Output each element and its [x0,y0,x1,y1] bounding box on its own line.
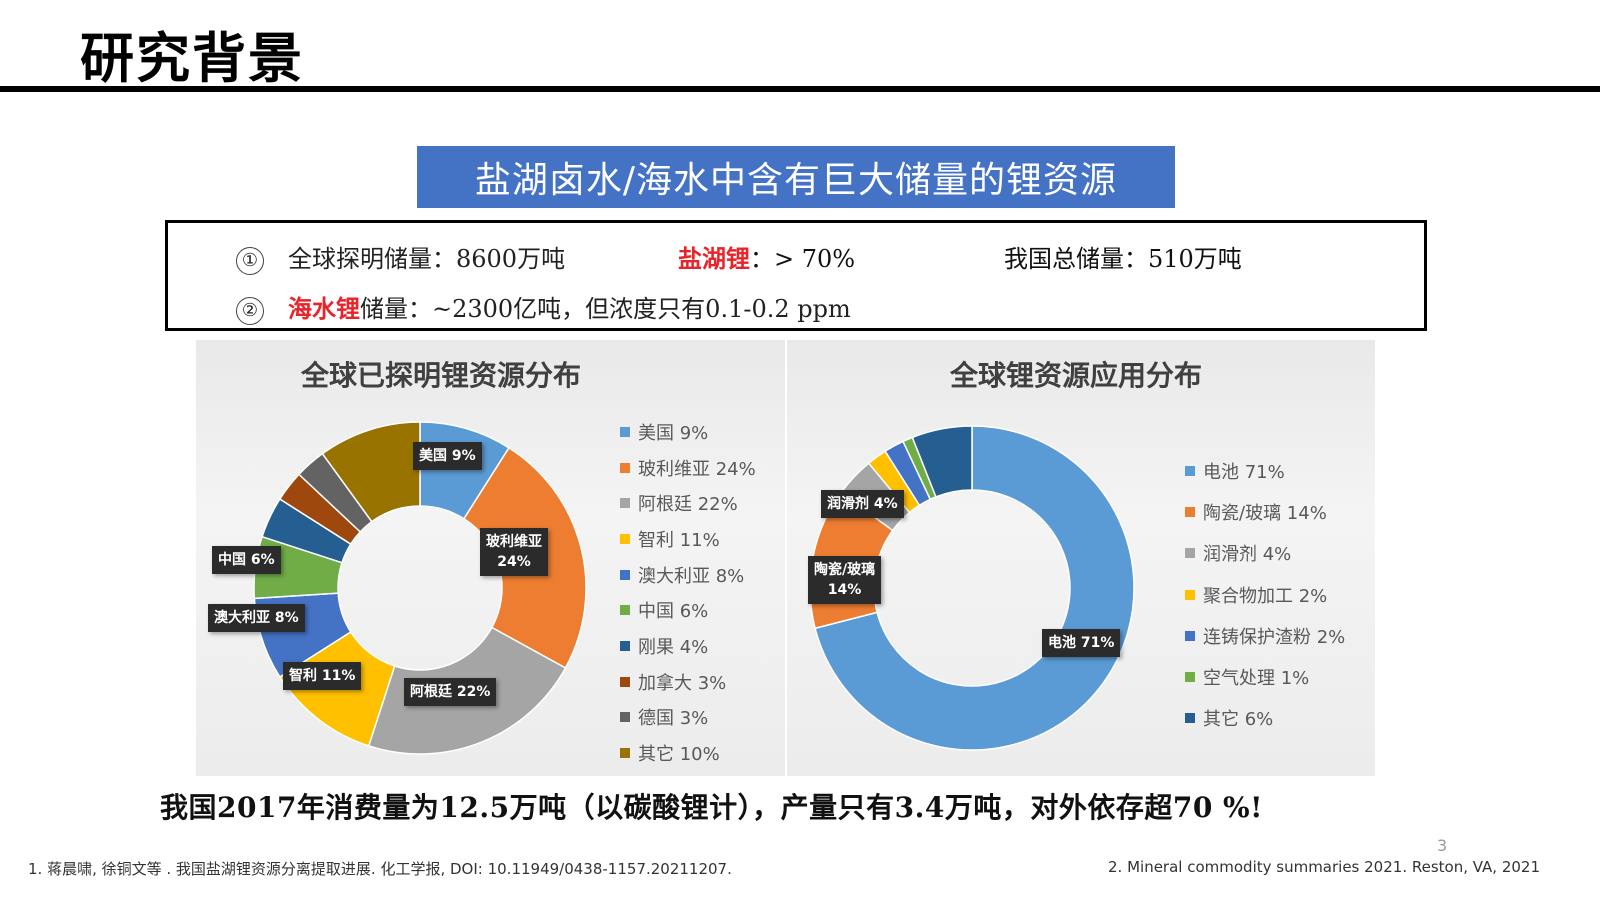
legend-swatch-icon [1185,713,1195,724]
data-label-us: 美国 9% [413,442,482,470]
donut-slice-电池 [814,425,1135,751]
chart-title: 全球已探明锂资源分布 [300,359,581,392]
legend-item: 加拿大 3% [620,664,756,700]
legend-label: 其它 6% [1203,709,1274,731]
legend-swatch-icon [620,676,630,687]
legend-item: 陶瓷/玻璃 14% [1185,491,1345,532]
legend-label: 加拿大 3% [638,672,727,694]
data-label-argentina: 阿根廷 22% [404,678,497,706]
marker-2: ② [236,296,264,325]
legend-item: 中国 6% [620,592,756,628]
legend-swatch-icon [1185,548,1195,559]
chart-title: 全球锂资源应用分布 [949,359,1202,392]
legend-swatch-icon [1185,465,1195,476]
salt-lake-fact: 盐湖锂：> 70% [678,239,855,274]
legend-swatch-icon [620,462,630,473]
legend-swatch-icon [620,712,630,723]
data-label-lubricant: 润滑剂 4% [821,490,904,518]
global-reserves-value: 8600万吨 [456,245,566,273]
seawater-label: 海水锂 [288,294,360,323]
legend-label: 空气处理 1% [1203,668,1310,690]
legend-label: 聚合物加工 2% [1203,585,1328,607]
legend-item: 连铸保护渣粉 2% [1185,615,1345,656]
data-label-bolivia-value: 24% [497,554,531,570]
legend-item: 智利 11% [620,521,756,557]
global-reserves-label: 全球探明储量： [288,245,456,273]
legend-swatch-icon [620,605,630,616]
legend-label: 玻利维亚 24% [638,458,756,480]
legend-swatch-icon [1185,589,1195,600]
legend-label: 美国 9% [638,422,709,444]
legend-swatch-icon [620,533,630,544]
reserves-legend: 美国 9% 玻利维亚 24% 阿根廷 22% 智利 11% 澳大利亚 8% 中国 6% 刚果… [620,414,756,771]
china-reserves-fact: 我国总储量：510万吨 [1004,239,1242,274]
application-distribution-chart: 全球锂资源应用分布 电池 71% 陶瓷/玻璃 14% 润滑剂 4% 电池 71%… [787,340,1375,776]
reserves-distribution-chart: 全球已探明锂资源分布 美国 9% 玻利维亚 24% 阿根廷 22% 智利 11%… [196,340,786,776]
legend-swatch-icon [620,498,630,509]
legend-item: 玻利维亚 24% [620,450,756,486]
legend-label: 陶瓷/玻璃 14% [1203,502,1327,524]
legend-label: 阿根廷 22% [638,494,738,516]
legend-item: 澳大利亚 8% [620,557,756,593]
legend-item: 其它 6% [1185,698,1345,739]
legend-swatch-icon [1185,506,1195,517]
legend-swatch-icon [620,569,630,580]
data-label-ceramic: 陶瓷/玻璃 14% [808,556,882,604]
legend-swatch-icon [620,640,630,651]
legend-item: 美国 9% [620,414,756,450]
legend-item: 德国 3% [620,700,756,736]
legend-item: 阿根廷 22% [620,485,756,521]
marker-1: ① [236,246,264,275]
data-label-ceramic-name: 陶瓷/玻璃 [814,562,876,578]
data-label-bolivia: 玻利维亚 24% [480,528,548,576]
legend-item: 其它 10% [620,735,756,771]
seawater-text: 储量：~2300亿吨，但浓度只有0.1-0.2 ppm [360,295,851,323]
legend-label: 润滑剂 4% [1203,544,1292,566]
legend-swatch-icon [1185,672,1195,683]
legend-label: 澳大利亚 8% [638,565,745,587]
legend-label: 电池 71% [1203,461,1285,483]
legend-swatch-icon [620,748,630,759]
application-legend: 电池 71% 陶瓷/玻璃 14% 润滑剂 4% 聚合物加工 2% 连铸保护渣粉 2% 空气… [1185,450,1345,739]
data-label-chile: 智利 11% [283,662,362,690]
key-facts-box: ① 全球探明储量：8600万吨 盐湖锂：> 70% 我国总储量：510万吨 ② 海水… [165,220,1427,331]
reference-2: 2. Mineral commodity summaries 2021. Res… [1108,858,1541,876]
section-banner: 盐湖卤水/海水中含有巨大储量的锂资源 [417,146,1175,208]
reference-1: 1. 蒋晨啸, 徐铜文等 . 我国盐湖锂资源分离提取进展. 化工学报, DOI:… [28,860,732,878]
chart-divider [785,340,787,776]
legend-item: 空气处理 1% [1185,656,1345,697]
legend-label: 刚果 4% [638,636,709,658]
legend-item: 润滑剂 4% [1185,533,1345,574]
china-reserves-value: 510万吨 [1148,245,1242,273]
legend-swatch-icon [620,426,630,437]
legend-label: 中国 6% [638,601,709,623]
fact-line-2: ② 海水锂储量：~2300亿吨，但浓度只有0.1-0.2 ppm [236,289,851,325]
legend-label: 连铸保护渣粉 2% [1203,626,1346,648]
donut-slice-其它 [911,425,973,498]
data-label-china: 中国 6% [212,546,281,574]
legend-swatch-icon [1185,630,1195,641]
fact-line-1: ① 全球探明储量：8600万吨 [236,239,565,275]
salt-lake-label: 盐湖锂 [678,244,750,273]
page-title: 研究背景 [80,27,304,90]
china-reserves-label: 我国总储量： [1004,245,1148,273]
donut-slice-其它 [321,421,421,523]
data-label-battery: 电池 71% [1042,629,1121,657]
legend-label: 其它 10% [638,744,720,766]
legend-label: 智利 11% [638,529,720,551]
consumption-summary: 我国2017年消费量为12.5万吨（以碳酸锂计），产量只有3.4万吨，对外依存超… [160,791,1263,824]
legend-item: 电池 71% [1185,450,1345,491]
salt-lake-value: ：> 70% [750,245,856,273]
legend-label: 德国 3% [638,708,709,730]
data-label-australia: 澳大利亚 8% [208,604,305,632]
data-label-bolivia-name: 玻利维亚 [486,534,542,550]
title-divider [0,86,1600,92]
page-number: 3 [1437,836,1448,855]
data-label-ceramic-value: 14% [827,582,862,598]
legend-item: 刚果 4% [620,628,756,664]
legend-item: 聚合物加工 2% [1185,574,1345,615]
